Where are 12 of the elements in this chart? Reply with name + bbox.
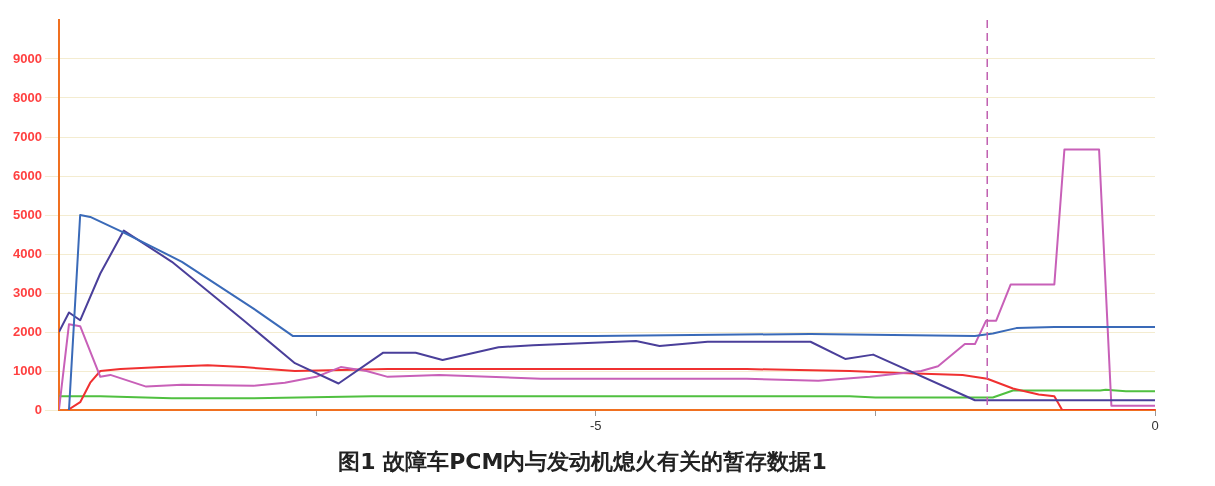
y-tick-label: 4000 bbox=[13, 245, 42, 261]
y-tick-label: 5000 bbox=[13, 206, 42, 222]
y-tick-label: 3000 bbox=[13, 284, 42, 300]
text: 图1 故障车PCM内与发动机熄火有关的暂存数据1 bbox=[338, 448, 827, 474]
y-tick-label: 1000 bbox=[13, 362, 42, 378]
y-tick-label: 8000 bbox=[13, 89, 42, 105]
x-tick-label: -5 bbox=[589, 418, 602, 434]
y-tick-label: 6000 bbox=[13, 167, 42, 183]
y-tick-label: 9000 bbox=[13, 50, 42, 66]
y-tick-label: 2000 bbox=[13, 323, 42, 339]
y-tick-label: 0 bbox=[34, 401, 42, 417]
y-tick-label: 7000 bbox=[13, 128, 42, 144]
